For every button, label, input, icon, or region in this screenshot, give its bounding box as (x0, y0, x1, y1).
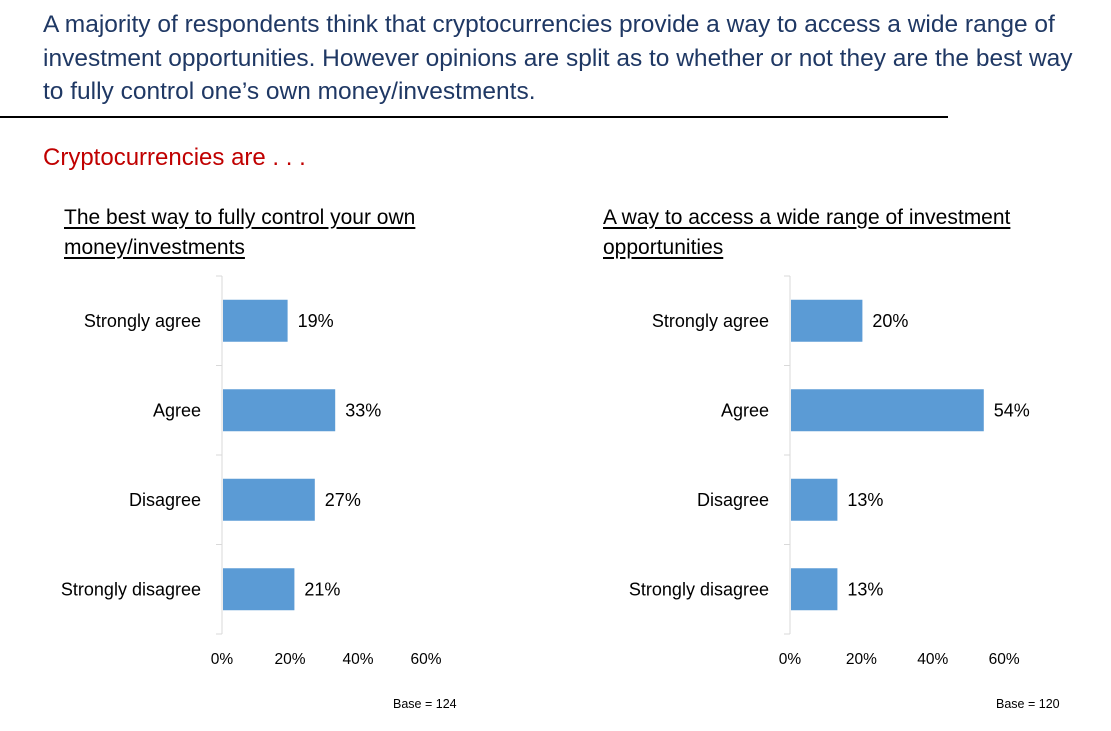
category-label: Strongly agree (652, 311, 769, 331)
data-label: 27% (325, 490, 361, 510)
bar-agree (791, 389, 984, 432)
category-label: Strongly agree (84, 311, 201, 331)
base-note-access: Base = 120 (996, 697, 1060, 711)
bar-strongly-disagree (223, 568, 295, 611)
headline: A majority of respondents think that cry… (43, 11, 1073, 105)
x-tick-label: 20% (846, 651, 877, 668)
x-tick-label: 0% (211, 651, 234, 668)
data-label: 20% (872, 311, 908, 331)
x-tick-label: 0% (779, 651, 802, 668)
chart-title-access: A way to access a wide range of investme… (603, 206, 1011, 259)
bar-agree (223, 389, 336, 432)
x-tick-label: 60% (989, 651, 1020, 668)
x-tick-label: 40% (342, 651, 373, 668)
category-label: Strongly disagree (629, 579, 769, 599)
category-label: Disagree (129, 490, 201, 510)
bar-disagree (223, 478, 315, 521)
data-label: 13% (847, 579, 883, 599)
base-note-control: Base = 124 (393, 697, 457, 711)
bar-strongly-disagree (791, 568, 838, 611)
category-label: Agree (721, 400, 769, 420)
category-label: Strongly disagree (61, 579, 201, 599)
data-label: 33% (345, 400, 381, 420)
data-label: 13% (847, 490, 883, 510)
bar-disagree (791, 478, 838, 521)
x-tick-label: 20% (274, 651, 305, 668)
subheading: Cryptocurrencies are . . . (43, 144, 306, 171)
category-label: Agree (153, 400, 201, 420)
category-label: Disagree (697, 490, 769, 510)
data-label: 54% (994, 400, 1030, 420)
bar-strongly-agree (223, 299, 288, 342)
x-tick-label: 60% (410, 651, 441, 668)
divider-rule (0, 116, 948, 118)
data-label: 21% (304, 579, 340, 599)
chart-title-control: The best way to fully control your own m… (64, 206, 416, 259)
data-label: 19% (298, 311, 334, 331)
bar-strongly-agree (791, 299, 863, 342)
x-tick-label: 40% (917, 651, 948, 668)
